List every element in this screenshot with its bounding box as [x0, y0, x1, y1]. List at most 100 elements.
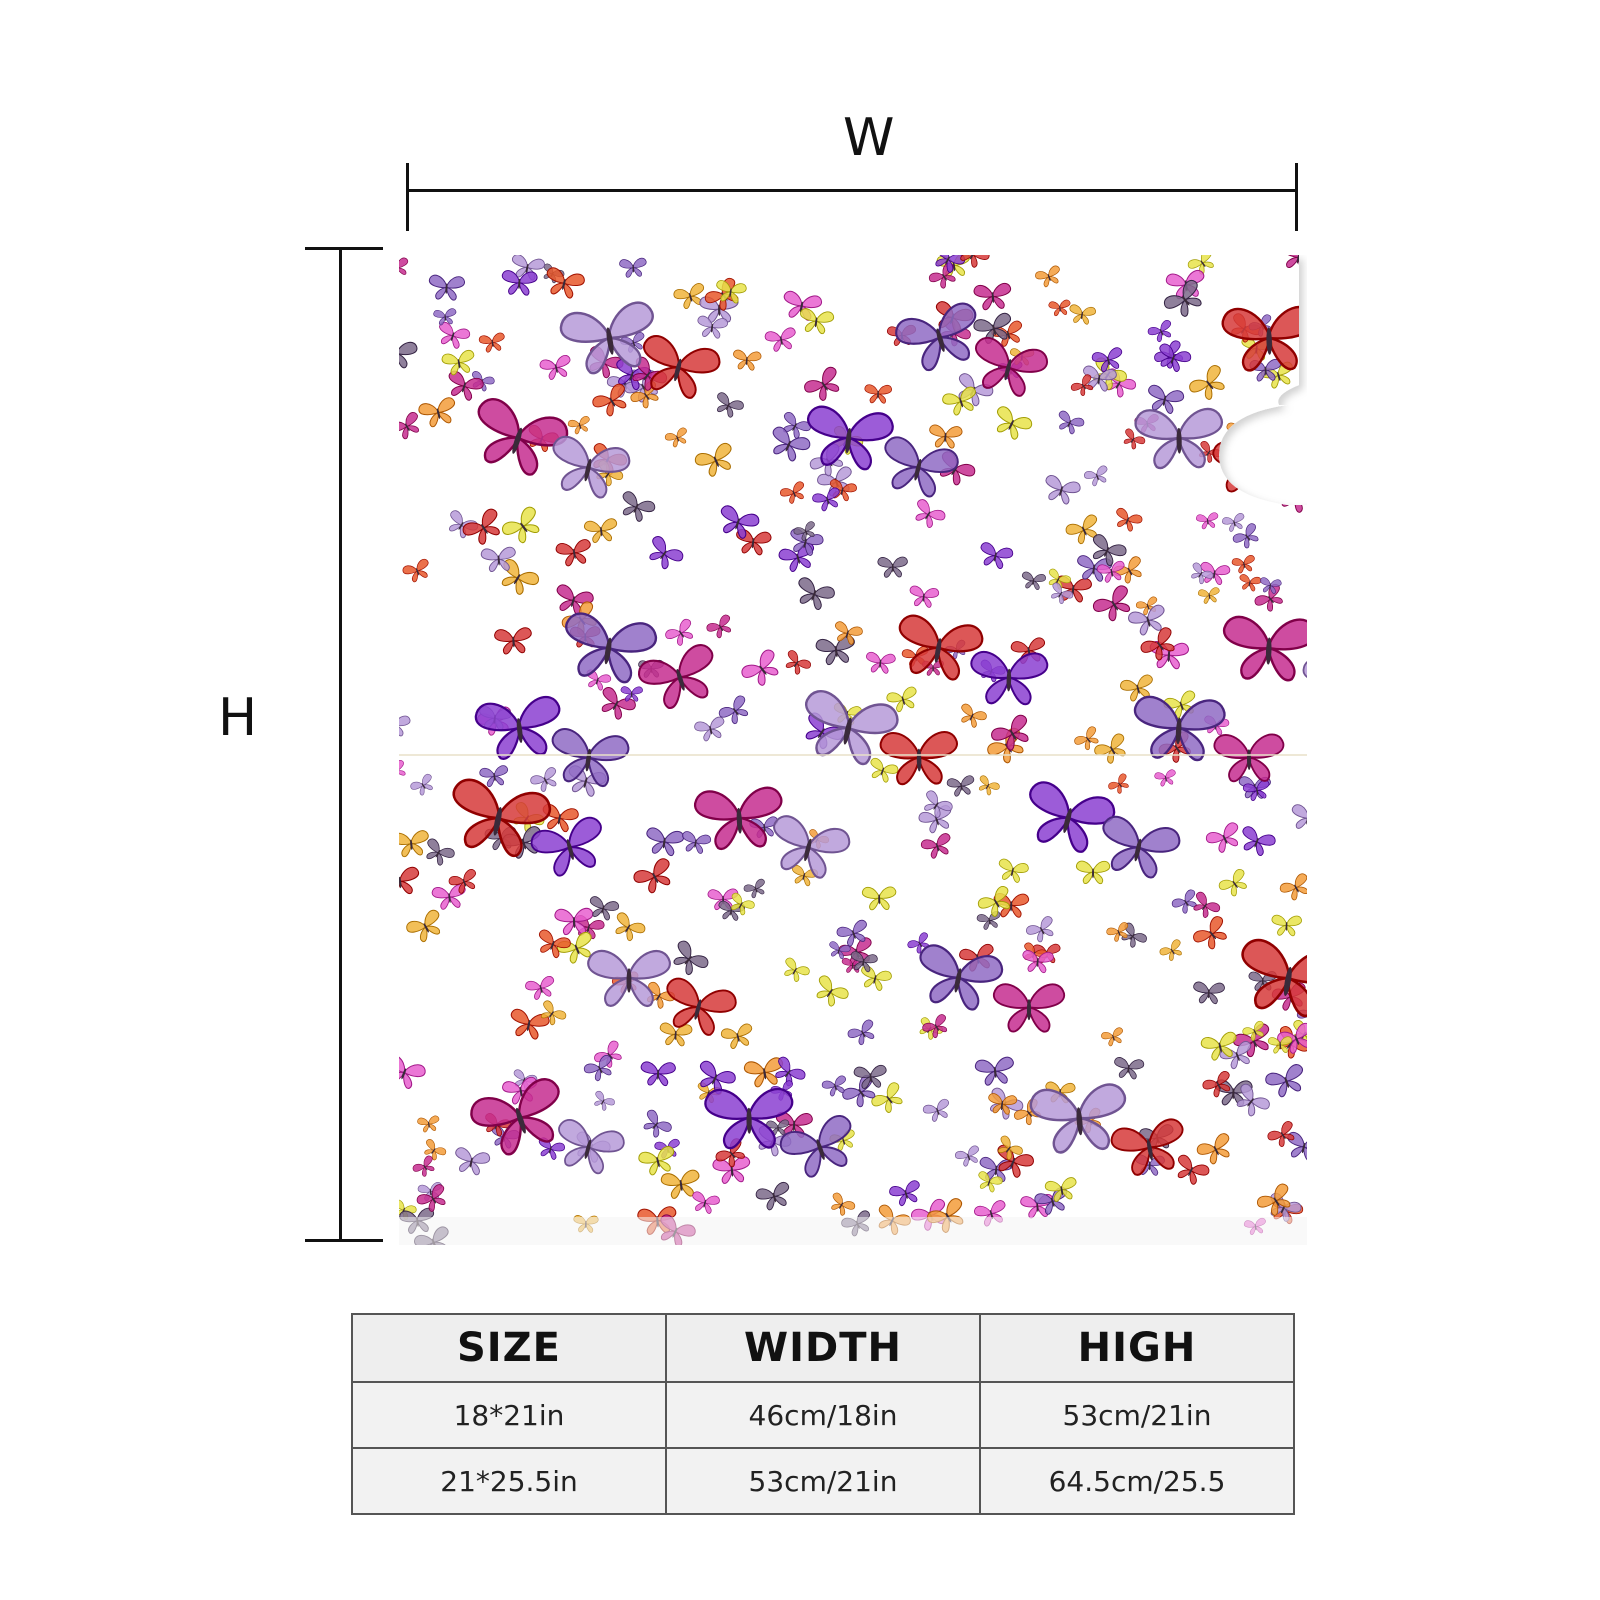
butterfly-icon [643, 1109, 672, 1138]
butterfly-icon [783, 290, 823, 321]
butterfly-icon [525, 976, 555, 1000]
butterfly-icon [418, 397, 456, 428]
butterfly-icon [1159, 343, 1192, 372]
butterfly-icon [665, 618, 694, 646]
butterfly-icon [1248, 971, 1277, 991]
butterfly-icon [743, 1057, 784, 1088]
butterfly-icon [1213, 733, 1285, 783]
butterfly-icon [755, 1181, 790, 1211]
width-dimension-line [407, 189, 1297, 192]
butterfly-icon [1113, 556, 1142, 584]
butterfly-icon [501, 506, 540, 544]
butterfly-icon [1195, 512, 1219, 530]
butterfly-icon [399, 866, 420, 896]
butterfly-icon [538, 1137, 566, 1160]
butterfly-icon [1300, 346, 1307, 372]
height-dimension-line [339, 248, 342, 1241]
butterfly-icon [1092, 534, 1127, 567]
butterfly-icon [733, 349, 762, 371]
butterfly-icon [640, 1061, 676, 1087]
butterfly-icon [929, 424, 963, 449]
height-label: H [218, 688, 258, 748]
butterfly-icon [942, 386, 976, 416]
butterfly-icon [720, 1023, 753, 1049]
butterfly-icon [399, 412, 419, 440]
butterfly-icon [847, 1019, 875, 1046]
butterfly-icon [764, 327, 796, 352]
butterfly-icon [884, 436, 959, 498]
butterfly-icon [996, 406, 1033, 440]
butterfly-icon [551, 728, 630, 788]
butterfly-icon [431, 884, 466, 910]
table-row: 21*25.5in 53cm/21in 64.5cm/25.5 [351, 1447, 1295, 1515]
butterfly-icon [666, 977, 737, 1036]
butterfly-icon [619, 257, 647, 278]
butterfly-icon [784, 957, 810, 982]
width-label: W [843, 108, 895, 168]
butterfly-icon [633, 858, 671, 894]
butterfly-icon [716, 280, 747, 304]
butterfly-icon [1110, 1118, 1184, 1176]
height-tick-bottom [305, 1239, 383, 1242]
butterfly-icon [772, 426, 811, 462]
butterfly-icon [718, 695, 749, 725]
butterfly-icon [783, 412, 811, 439]
butterfly-icon [804, 366, 840, 401]
butterfly-icon [399, 257, 409, 275]
butterfly-icon [410, 773, 433, 796]
butterfly-icon [998, 858, 1029, 883]
butterfly-icon [694, 786, 783, 850]
butterfly-icon [1189, 365, 1225, 400]
butterfly-icon [960, 255, 990, 268]
butterfly-icon [978, 1171, 1003, 1193]
butterfly-icon [697, 315, 729, 339]
butterfly-icon [704, 1087, 794, 1150]
butterfly-icon [1128, 604, 1165, 636]
butterfly-icon [589, 896, 620, 921]
butterfly-icon [441, 349, 475, 376]
butterfly-icon [977, 886, 1010, 917]
butterfly-icon [773, 815, 851, 879]
butterfly-icon [673, 283, 705, 309]
butterfly-icon [974, 1056, 1014, 1086]
butterfly-icon [1242, 826, 1276, 856]
butterfly-icon [1114, 1057, 1145, 1080]
butterfly-icon [455, 1147, 491, 1176]
butterfly-icon [1196, 1133, 1230, 1165]
table-header-row: SIZE WIDTH HIGH [351, 1313, 1295, 1383]
butterfly-icon [399, 341, 418, 369]
butterfly-icon [1265, 1064, 1303, 1098]
butterfly-icon [477, 398, 569, 476]
width-tick-right [1295, 163, 1298, 231]
butterfly-icon [567, 415, 590, 435]
header-high: HIGH [979, 1313, 1295, 1383]
butterfly-icon [399, 1054, 426, 1089]
butterfly-icon [1193, 891, 1221, 918]
butterfly-icon [1223, 615, 1307, 682]
butterfly-icon [909, 585, 940, 608]
butterfly-icon [1291, 804, 1307, 829]
butterfly-icon [1267, 1036, 1293, 1054]
butterfly-icon [638, 1146, 675, 1176]
butterfly-icon [935, 255, 966, 273]
cell-size: 18*21in [351, 1381, 667, 1449]
butterfly-icon [402, 558, 429, 583]
butterfly-icon [920, 833, 951, 859]
butterfly-icon [800, 308, 835, 335]
butterfly-icon [592, 383, 627, 417]
butterfly-icon [538, 929, 571, 959]
butterfly-icon [1257, 1183, 1291, 1216]
butterfly-icon [1108, 773, 1129, 794]
butterfly-icon [1244, 453, 1276, 482]
butterfly-icon [1147, 319, 1172, 343]
butterfly-icon [1187, 255, 1214, 275]
butterfly-icon [1200, 1031, 1237, 1061]
butterfly-icon [1226, 421, 1253, 441]
butterfly-icon [583, 518, 618, 543]
butterfly-icon [1116, 507, 1143, 532]
butterfly-icon [555, 539, 591, 567]
butterfly-icon [1218, 869, 1247, 897]
butterfly-icon [1197, 587, 1220, 604]
cell-high: 64.5cm/25.5 [979, 1447, 1295, 1515]
table-row: 18*21in 46cm/18in 53cm/21in [351, 1381, 1295, 1449]
